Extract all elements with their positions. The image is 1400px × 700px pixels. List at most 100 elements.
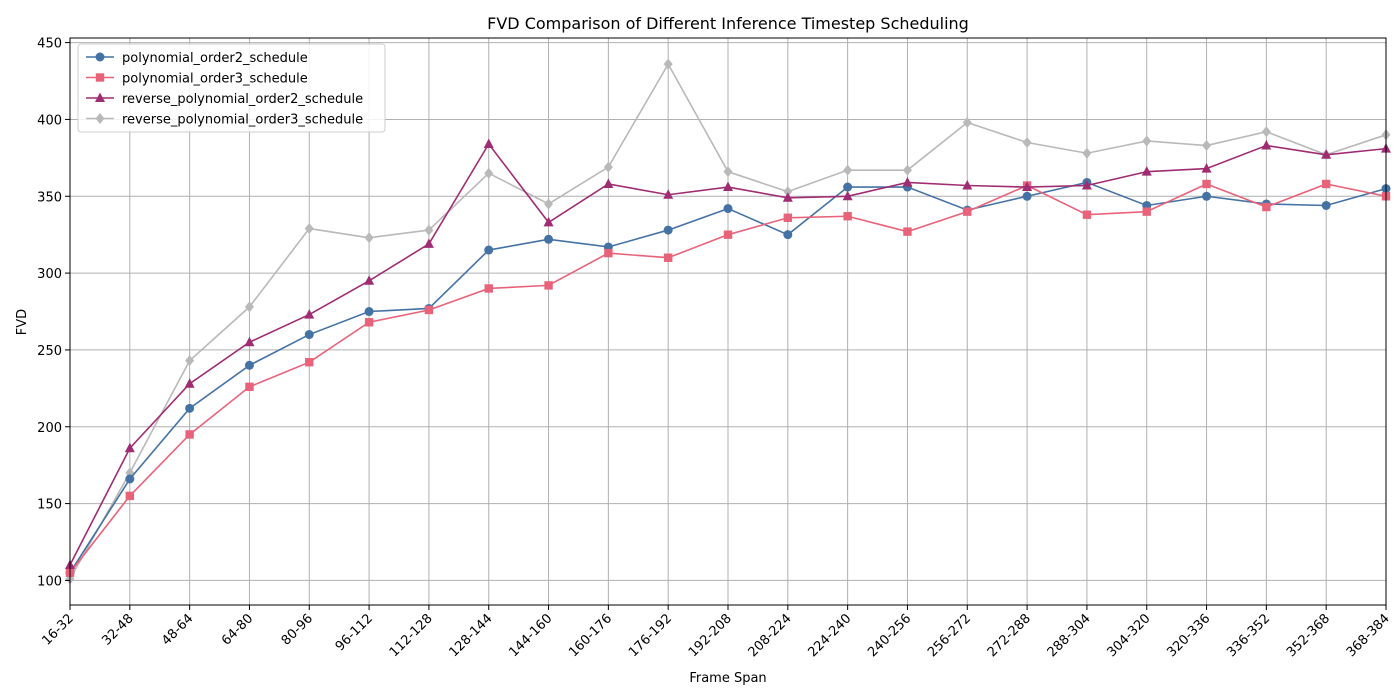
data-point [1202, 191, 1212, 201]
x-tick-label: 144-160 [506, 611, 555, 660]
data-point [1321, 200, 1331, 210]
y-tick-label: 400 [37, 113, 62, 128]
legend-label: polynomial_order3_schedule [122, 72, 308, 87]
x-tick-label: 16-32 [40, 611, 77, 648]
data-point [304, 309, 315, 319]
data-point [902, 164, 912, 176]
legend-item: reverse_polynomial_order3_schedule [86, 113, 363, 128]
plot-frame [69, 37, 1387, 606]
y-axis-label: FVD [15, 309, 30, 335]
data-point [364, 232, 374, 244]
legend-item: polynomial_order2_schedule [86, 51, 308, 66]
data-point [1261, 140, 1272, 150]
x-tick-label: 368-384 [1344, 611, 1393, 660]
y-tick-label: 300 [37, 267, 62, 282]
data-point [484, 167, 494, 179]
data-point [185, 355, 195, 367]
data-point [125, 474, 135, 484]
x-tick-label: 240-256 [865, 611, 914, 660]
data-point [1321, 149, 1332, 159]
data-point [484, 284, 493, 293]
data-point [1082, 147, 1092, 159]
legend-marker [95, 113, 105, 124]
legend-box [77, 43, 386, 133]
data-point [903, 227, 912, 236]
data-point [723, 230, 733, 239]
data-point [423, 238, 434, 248]
legend: polynomial_order2_schedule polynomial_ord… [77, 43, 386, 133]
data-point [1202, 140, 1212, 152]
x-tick-label: 176-192 [626, 611, 675, 660]
data-point [125, 491, 135, 501]
data-point [424, 224, 434, 236]
data-point [902, 176, 913, 187]
data-point [663, 253, 673, 262]
y-tick-label: 100 [37, 574, 62, 589]
data-point [663, 189, 674, 199]
x-tick-label: 336-352 [1224, 611, 1273, 660]
legend-item: reverse_polynomial_order2_schedule [86, 92, 363, 107]
x-tick-label: 128-144 [447, 611, 496, 660]
data-point [1321, 179, 1331, 189]
data-point [1201, 163, 1212, 173]
data-point [782, 192, 793, 202]
data-point [543, 216, 554, 227]
data-point [1202, 179, 1211, 189]
legend-marker [95, 73, 105, 82]
y-tick-label: 150 [37, 498, 62, 513]
data-point [544, 234, 554, 244]
data-point [603, 161, 613, 173]
x-axis-label: Frame Span [689, 671, 766, 686]
data-point [484, 245, 494, 255]
legend-item: polynomial_order3_schedule [86, 72, 308, 87]
x-tick-label: 112-128 [387, 611, 436, 660]
data-point [1141, 166, 1152, 176]
data-point [663, 58, 673, 70]
x-tick-label: 64-80 [219, 611, 256, 648]
x-tick-label: 304-320 [1105, 611, 1154, 660]
data-point [304, 223, 314, 235]
data-point [1081, 180, 1092, 190]
data-point [244, 301, 254, 313]
data-point [364, 307, 374, 317]
data-point [1142, 207, 1151, 216]
y-tick-label: 450 [37, 37, 62, 52]
data-point [304, 330, 314, 340]
x-tick-label: 320-336 [1164, 611, 1213, 660]
chart-title: FVD Comparison of Different Inference Ti… [487, 14, 969, 33]
data-point [544, 281, 553, 290]
data-point [1142, 135, 1152, 147]
legend-marker [95, 92, 105, 102]
data-point [364, 318, 374, 327]
legend-label: polynomial_order2_schedule [122, 51, 308, 66]
x-tick-label: 288-304 [1045, 611, 1094, 660]
data-point [245, 382, 254, 392]
data-point [364, 275, 375, 285]
data-point [1022, 136, 1032, 148]
data-point [663, 225, 673, 235]
data-point [604, 248, 613, 258]
y-tick-label: 200 [37, 421, 62, 436]
y-tick-label: 250 [37, 344, 62, 359]
data-point [184, 378, 195, 388]
data-point [723, 166, 733, 178]
data-point [424, 305, 434, 315]
data-point [1261, 126, 1271, 138]
y-tick-label: 350 [37, 190, 62, 205]
data-point [723, 181, 733, 192]
data-point [544, 198, 554, 210]
data-point [783, 230, 793, 240]
data-point [843, 212, 852, 221]
x-tick-label: 352-368 [1284, 611, 1333, 660]
x-tick-label: 32-48 [99, 611, 136, 648]
x-tick-label: 224-240 [805, 611, 854, 660]
data-point [1262, 202, 1271, 212]
data-point [244, 360, 254, 370]
legend-marker [95, 52, 105, 62]
x-tick-label: 256-272 [925, 611, 974, 660]
x-tick-label: 48-64 [159, 611, 196, 648]
x-tick-label: 80-96 [279, 611, 316, 648]
series-reverse_polynomial_order3_schedule [65, 58, 1391, 585]
x-tick-label: 272-288 [985, 611, 1034, 660]
data-point [783, 186, 793, 198]
